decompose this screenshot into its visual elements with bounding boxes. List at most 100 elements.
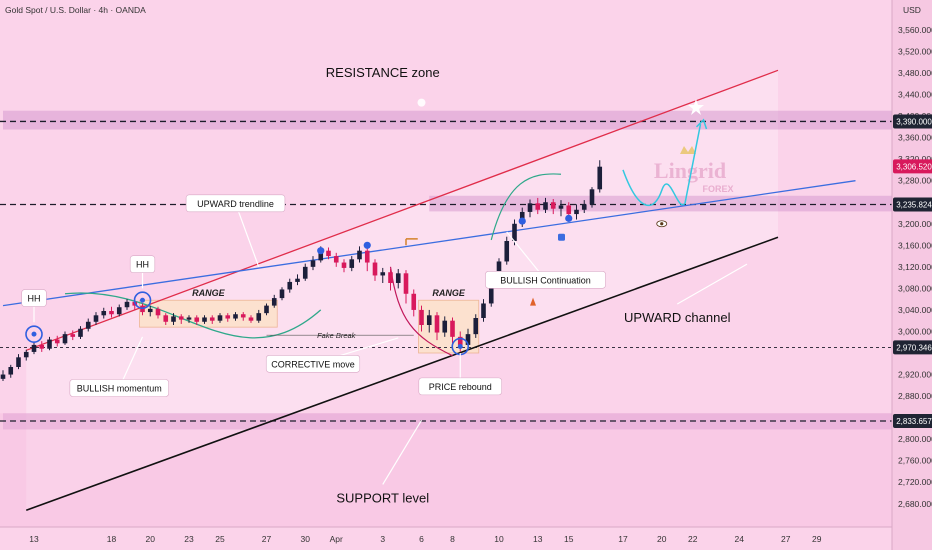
annotations-layer: HH HH RESISTANCE zone SUPPORT level UPWARD t… <box>21 65 748 505</box>
y-tick-19: 2,720.000 <box>898 477 932 487</box>
price-axis-background <box>892 0 932 550</box>
candle-body-34 <box>264 305 269 314</box>
price-tag-2 <box>893 197 932 212</box>
x-tick-0: 13 <box>29 534 39 544</box>
y-tick-8: 3,200.000 <box>898 219 932 229</box>
x-tick-2: 20 <box>146 534 156 544</box>
x-tick-8: 3 <box>380 534 385 544</box>
candle-body-47 <box>364 250 370 263</box>
target-star-icon <box>688 99 704 115</box>
candle-body-11 <box>85 321 91 329</box>
candle-body-60 <box>465 334 471 345</box>
annotation-5: BULLISH momentum <box>77 384 162 394</box>
candle-body-53 <box>411 293 417 310</box>
trendline-2 <box>25 236 779 511</box>
candle-body-22 <box>171 316 176 322</box>
candle-body-8 <box>62 334 68 344</box>
candle-body-59 <box>457 336 463 345</box>
time-axis: 13 18 20 23 25 27 30 Apr 3 6 8 10 13 15 17 20 22 24 27 29 <box>0 526 892 544</box>
candle-body-55 <box>426 315 432 325</box>
candle-body-7 <box>54 339 60 344</box>
annotation-box-0 <box>21 289 47 307</box>
candle-body-14 <box>109 311 114 315</box>
candle-body-69 <box>535 203 541 210</box>
price-tag-0 <box>893 114 932 129</box>
candle-body-41 <box>318 250 324 261</box>
candle-body-48 <box>372 262 378 276</box>
y-tick-9: 3,160.000 <box>898 240 932 250</box>
y-tick-3: 3,440.000 <box>898 90 932 100</box>
pivot-dot-3 <box>317 247 325 255</box>
zones-layer <box>0 70 892 527</box>
x-tick-5: 27 <box>262 534 272 544</box>
candle-body-72 <box>558 205 564 209</box>
flag-icon <box>405 238 418 246</box>
candle-body-6 <box>47 339 52 349</box>
candle-body-28 <box>217 315 223 321</box>
x-tick-13: 15 <box>564 534 574 544</box>
annotation-box-4 <box>185 194 286 213</box>
y-tick-7: 3,280.000 <box>898 176 932 186</box>
price-tag-label-1: 3,306.520 <box>896 162 932 171</box>
price-tag-3 <box>893 340 932 355</box>
crown-icon <box>680 146 696 154</box>
candle-body-2 <box>16 357 21 367</box>
annotation-box-5 <box>69 379 169 397</box>
x-tick-18: 27 <box>781 534 791 544</box>
candle-body-0 <box>0 374 6 379</box>
x-tick-4: 25 <box>215 534 225 544</box>
candle-body-39 <box>302 266 308 279</box>
annotation-box-7 <box>265 354 361 373</box>
x-tick-7: Apr <box>330 534 343 544</box>
hh-circle-dot-1 <box>140 297 145 303</box>
y-tick-13: 3,000.000 <box>898 326 932 336</box>
candle-body-75 <box>581 204 587 210</box>
alert-bell-icon <box>417 98 426 107</box>
hh-circle-1 <box>133 291 152 310</box>
candle-body-62 <box>481 303 486 318</box>
range-label-0: RANGE <box>192 288 225 298</box>
candle-body-15 <box>116 307 122 315</box>
candle-body-45 <box>349 259 355 268</box>
candle-body-27 <box>209 317 215 321</box>
candle-body-73 <box>566 205 572 215</box>
range-box-0 <box>139 299 278 328</box>
price-tag-label-3: 2,970.346 <box>896 343 932 352</box>
annotation-pointer-10 <box>676 263 748 305</box>
channel-fill <box>26 70 778 511</box>
candle-body-70 <box>543 202 548 210</box>
range-box-1 <box>418 299 480 354</box>
brand-sub: FOREX <box>702 184 733 194</box>
annotation-2: RESISTANCE zone <box>326 65 440 80</box>
candle-body-35 <box>271 298 277 306</box>
x-tick-14: 17 <box>618 534 628 544</box>
y-tick-1: 3,520.000 <box>898 46 932 56</box>
candle-body-20 <box>155 308 161 316</box>
candle-body-33 <box>256 313 262 321</box>
candle-body-54 <box>419 309 424 325</box>
pivot-dot-5 <box>518 217 526 225</box>
y-tick-10: 3,120.000 <box>898 262 932 272</box>
candle-body-30 <box>233 314 238 319</box>
momentum-curve <box>64 292 322 339</box>
price-tag-label-4: 2,833.657 <box>896 417 932 426</box>
plot-background <box>0 0 892 550</box>
x-tick-12: 13 <box>533 534 543 544</box>
candle-body-49 <box>380 272 386 276</box>
candle-body-10 <box>78 328 83 337</box>
ranges-layer: RANGE RANGE <box>139 288 480 354</box>
price-tag-label-2: 3,235.824 <box>896 200 932 209</box>
candle-body-37 <box>287 281 293 290</box>
y-tick-15: 2,880.000 <box>898 391 932 401</box>
zone-2 <box>3 413 892 430</box>
x-tick-9: 6 <box>419 534 424 544</box>
dashed-levels-layer <box>0 120 892 422</box>
candle-body-9 <box>70 334 76 337</box>
candle-body-31 <box>240 314 246 318</box>
annotation-4: UPWARD trendline <box>197 199 274 209</box>
hh-circle-dot-0 <box>31 331 37 337</box>
candle-body-25 <box>194 317 200 322</box>
y-tick-11: 3,080.000 <box>898 283 932 293</box>
